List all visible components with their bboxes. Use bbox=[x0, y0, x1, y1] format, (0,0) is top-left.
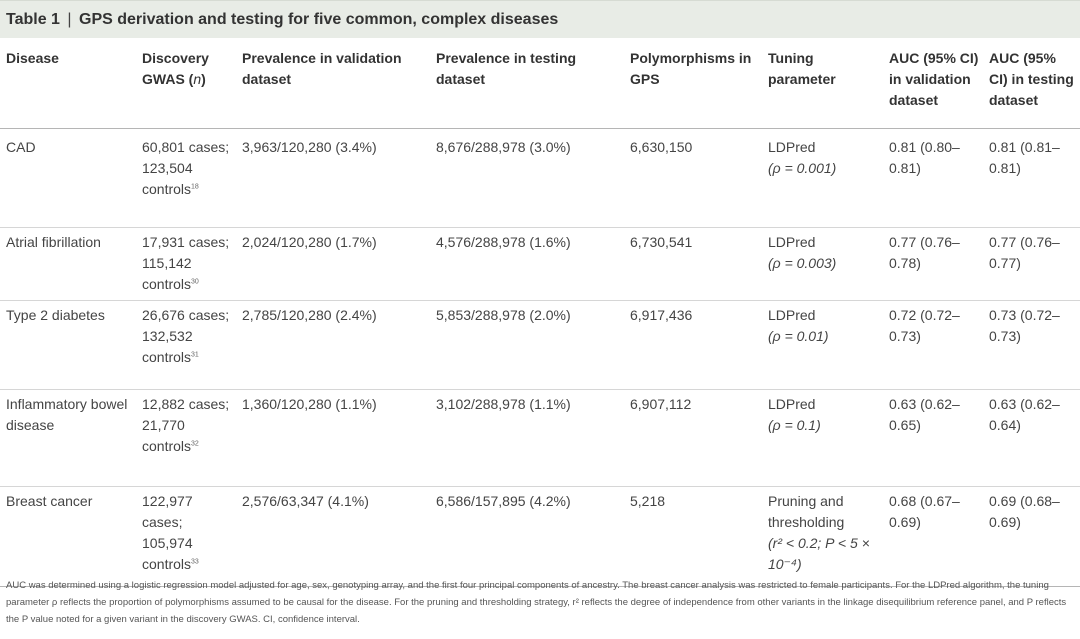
tuning-method: LDPred bbox=[768, 306, 816, 323]
cell-polymorphisms: 6,907,112 bbox=[624, 389, 762, 487]
gwas-text: 17,931 cases; 115,142 controls bbox=[142, 233, 230, 292]
cell-tuning: LDPred (ρ = 0.1) bbox=[762, 389, 883, 487]
header-discovery-text: Discovery GWAS ( bbox=[142, 50, 209, 87]
tuning-value: (r² < 0.2; P < 5 × 10⁻⁴) bbox=[768, 534, 870, 572]
header-discovery-n: n bbox=[193, 71, 202, 87]
cell-auc-validation: 0.68 (0.67–0.69) bbox=[883, 486, 983, 587]
cell-auc-testing: 0.81 (0.81–0.81) bbox=[983, 128, 1080, 228]
table-row: Breast cancer 122,977 cases; 105,974 con… bbox=[0, 486, 1080, 587]
table-row: Atrial fibrillation 17,931 cases; 115,14… bbox=[0, 227, 1080, 301]
header-discovery-close: ) bbox=[201, 71, 206, 87]
cell-prev-testing: 6,586/157,895 (4.2%) bbox=[430, 486, 624, 587]
cell-disease: Atrial fibrillation bbox=[0, 227, 136, 301]
table-row: Type 2 diabetes 26,676 cases; 132,532 co… bbox=[0, 300, 1080, 390]
header-discovery-gwas: Discovery GWAS (n) bbox=[136, 40, 236, 129]
gwas-text: 60,801 cases; 123,504 controls bbox=[142, 138, 230, 197]
header-row: Disease Discovery GWAS (n) Prevalence in… bbox=[0, 40, 1080, 129]
gwas-text: 12,882 cases; 21,770 controls bbox=[142, 395, 230, 454]
gwas-text: 26,676 cases; 132,532 controls bbox=[142, 306, 230, 365]
cell-disease: CAD bbox=[0, 128, 136, 228]
tuning-value: (ρ = 0.001) bbox=[768, 159, 837, 176]
tuning-method: Pruning and thresholding bbox=[768, 492, 845, 530]
cell-gwas: 60,801 cases; 123,504 controls18 bbox=[136, 128, 236, 228]
table-row: CAD 60,801 cases; 123,504 controls18 3,9… bbox=[0, 128, 1080, 228]
cell-prev-validation: 1,360/120,280 (1.1%) bbox=[236, 389, 430, 487]
cell-disease: Inflammatory bowel disease bbox=[0, 389, 136, 487]
header-polymorphisms: Polymorphisms in GPS bbox=[624, 40, 762, 129]
header-disease: Disease bbox=[0, 40, 136, 129]
header-prev-testing: Prevalence in testing dataset bbox=[430, 40, 624, 129]
tuning-method: LDPred bbox=[768, 233, 816, 250]
tuning-value: (ρ = 0.01) bbox=[768, 327, 829, 344]
tuning-method: LDPred bbox=[768, 138, 816, 155]
table-footnote: AUC was determined using a logistic regr… bbox=[6, 580, 1067, 625]
table-label: Table 1 bbox=[6, 11, 60, 28]
cell-prev-testing: 8,676/288,978 (3.0%) bbox=[430, 128, 624, 228]
header-auc-testing: AUC (95% CI) in testing dataset bbox=[983, 40, 1080, 129]
gwas-ref: 32 bbox=[191, 439, 199, 447]
gwas-ref: 31 bbox=[191, 350, 199, 358]
cell-prev-validation: 2,785/120,280 (2.4%) bbox=[236, 300, 430, 390]
cell-tuning: LDPred (ρ = 0.001) bbox=[762, 128, 883, 228]
cell-auc-testing: 0.69 (0.68–0.69) bbox=[983, 486, 1080, 587]
gwas-ref: 33 bbox=[191, 557, 199, 565]
cell-prev-validation: 3,963/120,280 (3.4%) bbox=[236, 128, 430, 228]
cell-polymorphisms: 6,730,541 bbox=[624, 227, 762, 301]
cell-polymorphisms: 6,917,436 bbox=[624, 300, 762, 390]
cell-tuning: LDPred (ρ = 0.01) bbox=[762, 300, 883, 390]
cell-gwas: 12,882 cases; 21,770 controls32 bbox=[136, 389, 236, 487]
cell-gwas: 122,977 cases; 105,974 controls33 bbox=[136, 486, 236, 587]
cell-disease: Breast cancer bbox=[0, 486, 136, 587]
cell-prev-testing: 3,102/288,978 (1.1%) bbox=[430, 389, 624, 487]
tuning-value: (ρ = 0.1) bbox=[768, 416, 821, 433]
gwas-ref: 30 bbox=[191, 277, 199, 285]
header-tuning: Tuning parameter bbox=[762, 40, 883, 129]
cell-polymorphisms: 5,218 bbox=[624, 486, 762, 587]
title-separator: | bbox=[67, 11, 72, 28]
cell-auc-validation: 0.63 (0.62–0.65) bbox=[883, 389, 983, 487]
cell-disease: Type 2 diabetes bbox=[0, 300, 136, 390]
cell-gwas: 26,676 cases; 132,532 controls31 bbox=[136, 300, 236, 390]
gwas-text: 122,977 cases; 105,974 controls bbox=[142, 492, 193, 572]
tuning-method: LDPred bbox=[768, 395, 816, 412]
gps-table: Disease Discovery GWAS (n) Prevalence in… bbox=[0, 40, 1080, 587]
cell-gwas: 17,931 cases; 115,142 controls30 bbox=[136, 227, 236, 301]
cell-prev-validation: 2,024/120,280 (1.7%) bbox=[236, 227, 430, 301]
cell-auc-validation: 0.81 (0.80–0.81) bbox=[883, 128, 983, 228]
table-title-bar: Table 1 | GPS derivation and testing for… bbox=[0, 0, 1080, 38]
header-prev-validation: Prevalence in validation dataset bbox=[236, 40, 430, 129]
cell-auc-testing: 0.73 (0.72–0.73) bbox=[983, 300, 1080, 390]
cell-auc-testing: 0.77 (0.76–0.77) bbox=[983, 227, 1080, 301]
cell-tuning: LDPred (ρ = 0.003) bbox=[762, 227, 883, 301]
cell-polymorphisms: 6,630,150 bbox=[624, 128, 762, 228]
tuning-value: (ρ = 0.003) bbox=[768, 254, 837, 271]
header-auc-validation: AUC (95% CI) in validation dataset bbox=[883, 40, 983, 129]
cell-prev-testing: 4,576/288,978 (1.6%) bbox=[430, 227, 624, 301]
cell-prev-testing: 5,853/288,978 (2.0%) bbox=[430, 300, 624, 390]
cell-tuning: Pruning and thresholding (r² < 0.2; P < 5… bbox=[762, 486, 883, 587]
table-row: Inflammatory bowel disease 12,882 cases;… bbox=[0, 389, 1080, 487]
table-title: GPS derivation and testing for five comm… bbox=[79, 11, 559, 28]
gwas-ref: 18 bbox=[191, 182, 199, 190]
cell-auc-validation: 0.77 (0.76–0.78) bbox=[883, 227, 983, 301]
cell-auc-validation: 0.72 (0.72–0.73) bbox=[883, 300, 983, 390]
cell-auc-testing: 0.63 (0.62–0.64) bbox=[983, 389, 1080, 487]
cell-prev-validation: 2,576/63,347 (4.1%) bbox=[236, 486, 430, 587]
